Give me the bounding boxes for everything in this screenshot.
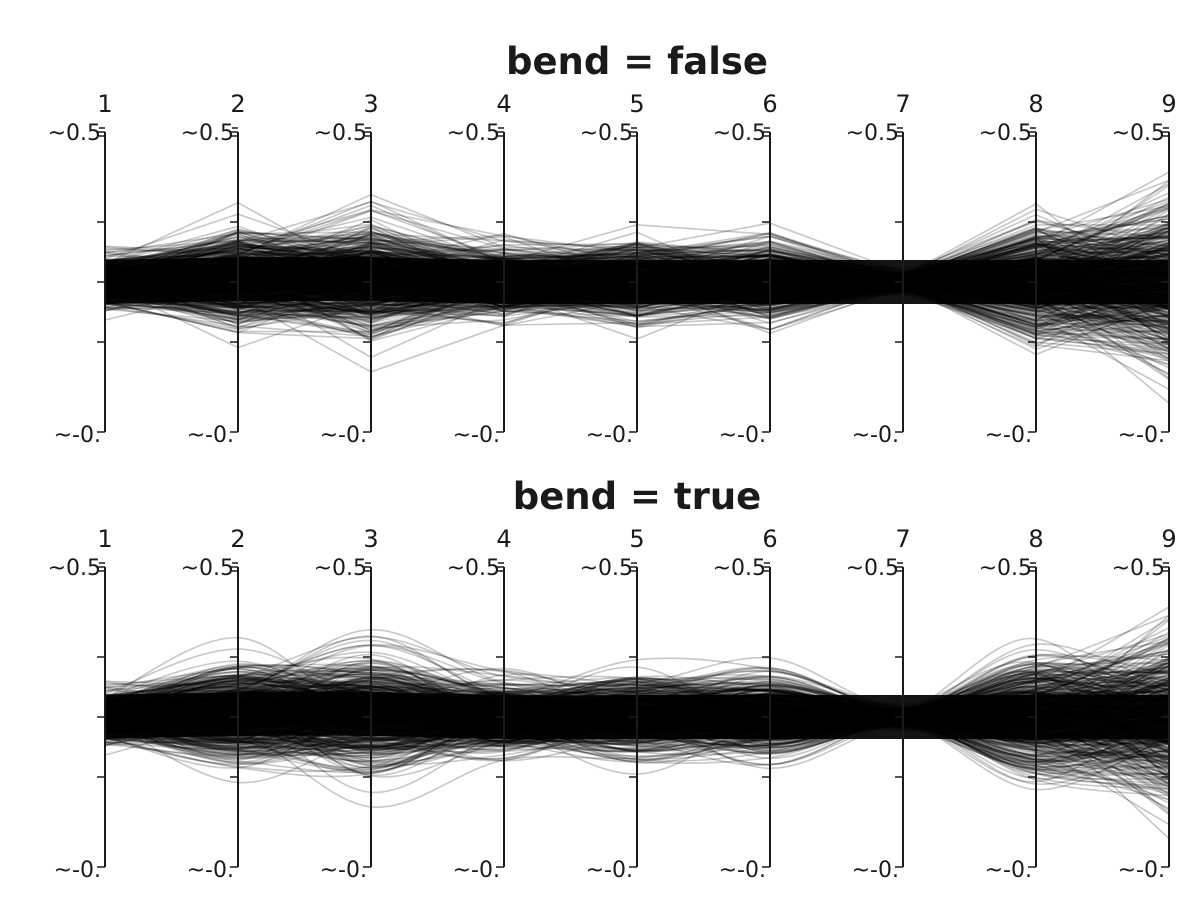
tick-label-bottom: ~-0.	[1118, 858, 1165, 883]
axis-1: 1 ~0.5 ~-0.	[48, 90, 113, 448]
tick-label-top: ~0.5	[846, 556, 899, 581]
axis-9: 9 ~0.5 ~-0.	[1112, 90, 1177, 448]
axis-3: 3 ~0.5 ~-0.	[314, 90, 379, 448]
tick-label-top: ~0.5	[713, 556, 766, 581]
panel-title: bend = true	[513, 475, 762, 518]
tick-label-bottom: ~-0.	[453, 858, 500, 883]
axis-name-label: 3	[363, 525, 378, 553]
axis-name-label: 9	[1161, 525, 1176, 553]
tick-label-bottom: ~-0.	[985, 858, 1032, 883]
axis-8: 8 ~0.5 ~-0.	[979, 90, 1044, 448]
tick-label-bottom: ~-0.	[187, 858, 234, 883]
axis-7: 7 ~0.5 ~-0.	[846, 90, 911, 448]
tick-label-top: ~0.5	[181, 556, 234, 581]
tick-label-bottom: ~-0.	[852, 423, 899, 448]
tick-label-top: ~0.5	[314, 121, 367, 146]
axis-2: 2 ~0.5 ~-0.	[181, 525, 246, 883]
axes-layer: 1 ~0.5 ~-0. 2 ~0.5 ~-0. 3 ~0.5 ~-0. 4 ~0.5 ~-0. 5 ~0.…	[48, 90, 1177, 448]
axis-name-label: 7	[895, 90, 910, 118]
axis-9: 9 ~0.5 ~-0.	[1112, 525, 1177, 883]
tick-label-bottom: ~-0.	[586, 858, 633, 883]
axis-4: 4 ~0.5 ~-0.	[447, 90, 512, 448]
tick-label-bottom: ~-0.	[320, 858, 367, 883]
axis-3: 3 ~0.5 ~-0.	[314, 525, 379, 883]
tick-label-bottom: ~-0.	[320, 423, 367, 448]
tick-label-top: ~0.5	[1112, 121, 1165, 146]
axis-name-label: 8	[1028, 90, 1043, 118]
tick-label-bottom: ~-0.	[852, 858, 899, 883]
panel-bend-true: bend = true 1~0.5~-0.2~0.5~-0.3~0.5~-0.4…	[48, 475, 1177, 883]
axis-name-label: 1	[97, 90, 112, 118]
axis-7: 7 ~0.5 ~-0.	[846, 525, 911, 883]
axis-name-label: 6	[762, 525, 777, 553]
tick-label-top: ~0.5	[580, 121, 633, 146]
tick-label-bottom: ~-0.	[985, 423, 1032, 448]
axis-name-label: 1	[97, 525, 112, 553]
tick-label-bottom: ~-0.	[1118, 423, 1165, 448]
axis-2: 2 ~0.5 ~-0.	[181, 90, 246, 448]
tick-label-top: ~0.5	[447, 121, 500, 146]
tick-label-top: ~0.5	[181, 121, 234, 146]
tick-label-top: ~0.5	[48, 556, 101, 581]
tick-label-bottom: ~-0.	[54, 423, 101, 448]
tick-label-top: ~0.5	[979, 556, 1032, 581]
panel-bend-false: bend = false 1 ~0.5 ~-0. 2 ~0.5 ~-0. 3 ~0.5 ~-0.…	[48, 40, 1177, 448]
axes-layer: 1 ~0.5 ~-0. 2 ~0.5 ~-0. 3 ~0.5 ~-0. 4 ~0.5 ~-0. 5 ~0.…	[48, 525, 1177, 883]
tick-label-top: ~0.5	[846, 121, 899, 146]
tick-label-bottom: ~-0.	[719, 858, 766, 883]
axis-5: 5 ~0.5 ~-0.	[580, 90, 645, 448]
tick-label-top: ~0.5	[1112, 556, 1165, 581]
panel-title: bend = false	[506, 40, 768, 83]
axis-name-label: 4	[496, 525, 511, 553]
axis-name-label: 2	[230, 525, 245, 553]
axis-1: 1 ~0.5 ~-0.	[48, 525, 113, 883]
axis-6: 6 ~0.5 ~-0.	[713, 525, 778, 883]
axis-name-label: 2	[230, 90, 245, 118]
axis-name-label: 8	[1028, 525, 1043, 553]
tick-label-top: ~0.5	[314, 556, 367, 581]
axis-8: 8 ~0.5 ~-0.	[979, 525, 1044, 883]
tick-label-top: ~0.5	[48, 121, 101, 146]
tick-label-top: ~0.5	[447, 556, 500, 581]
axis-4: 4 ~0.5 ~-0.	[447, 525, 512, 883]
tick-label-bottom: ~-0.	[54, 858, 101, 883]
axis-name-label: 5	[629, 525, 644, 553]
axis-name-label: 4	[496, 90, 511, 118]
tick-label-bottom: ~-0.	[719, 423, 766, 448]
axis-name-label: 7	[895, 525, 910, 553]
tick-label-bottom: ~-0.	[187, 423, 234, 448]
axis-6: 6 ~0.5 ~-0.	[713, 90, 778, 448]
tick-label-top: ~0.5	[580, 556, 633, 581]
axis-name-label: 3	[363, 90, 378, 118]
tick-label-bottom: ~-0.	[586, 423, 633, 448]
tick-label-bottom: ~-0.	[453, 423, 500, 448]
data-line	[104, 614, 1170, 714]
tick-label-top: ~0.5	[713, 121, 766, 146]
axis-5: 5 ~0.5 ~-0.	[580, 525, 645, 883]
lines-layer	[104, 171, 1170, 404]
tick-label-top: ~0.5	[979, 121, 1032, 146]
axis-name-label: 5	[629, 90, 644, 118]
axis-name-label: 9	[1161, 90, 1176, 118]
axis-name-label: 6	[762, 90, 777, 118]
